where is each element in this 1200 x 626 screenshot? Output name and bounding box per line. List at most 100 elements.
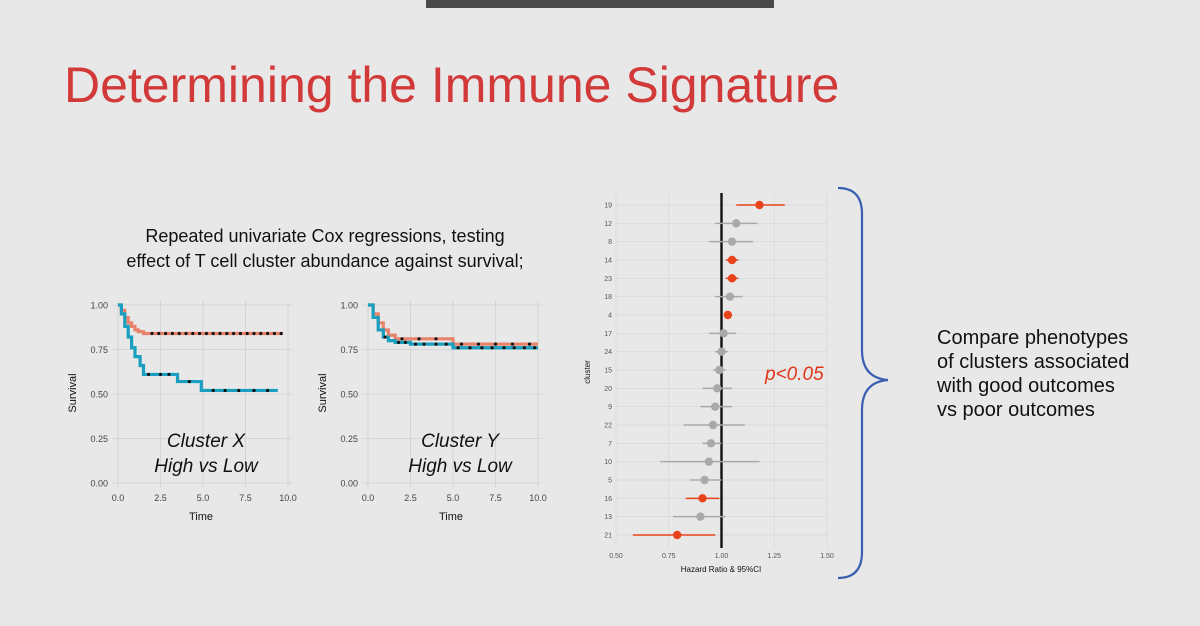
- censor-mark: [383, 335, 387, 339]
- x-tick-label: 1.25: [767, 553, 781, 560]
- y-tick-label: 9: [608, 404, 612, 411]
- hazard-ratio-point: [732, 219, 741, 228]
- censor-mark: [164, 331, 168, 336]
- y-tick-label: 23: [604, 276, 612, 283]
- hazard-ratio-point: [700, 475, 709, 485]
- censor-mark: [414, 342, 418, 346]
- hazard-ratio-point: [727, 274, 737, 283]
- censor-mark: [459, 342, 464, 346]
- y-axis-label: cluster: [583, 360, 592, 384]
- x-tick-label: 0.0: [362, 493, 375, 503]
- censor-mark: [468, 346, 472, 350]
- censor-mark: [502, 346, 506, 350]
- y-tick-label: 12: [604, 221, 612, 228]
- side-note-line: of clusters associated: [937, 351, 1130, 373]
- y-tick-label: 17: [604, 331, 612, 338]
- y-tick-label: 19: [604, 203, 612, 210]
- censor-mark: [252, 388, 256, 393]
- curly-bracket: [837, 186, 889, 580]
- y-tick-label: 13: [604, 514, 612, 521]
- censor-mark: [417, 337, 421, 341]
- x-tick-label: 1.50: [820, 553, 834, 560]
- subtitle-line: effect of T cell cluster abundance again…: [126, 251, 524, 271]
- censor-mark: [510, 342, 515, 346]
- hazard-ratio-point: [704, 457, 714, 466]
- survival-curve: [368, 303, 538, 350]
- subtitle: Repeated univariate Cox regressions, tes…: [70, 224, 580, 274]
- censor-mark: [245, 331, 249, 336]
- hazard-ratio-point: [706, 439, 716, 448]
- y-tick-label: 18: [604, 294, 612, 301]
- censor-mark: [252, 331, 256, 336]
- y-tick-label: 10: [604, 459, 612, 466]
- km-plot-cluster-y: 0.00 0.25 0.50 0.75 1.00 0.0 2.5 5.0 7.5 10.0 Cl…: [317, 301, 547, 524]
- side-note: Compare phenotypes of clusters associate…: [937, 326, 1187, 422]
- survival-curve: [118, 303, 278, 393]
- hazard-ratio-point: [696, 512, 705, 521]
- censor-mark: [456, 346, 460, 350]
- censor-mark: [147, 372, 151, 377]
- side-note-line: vs poor outcomes: [937, 399, 1095, 421]
- censor-mark: [279, 331, 283, 336]
- hazard-ratio-point: [672, 530, 682, 540]
- hazard-ratio-point: [698, 494, 707, 503]
- hazard-ratio-point: [708, 420, 718, 430]
- censor-mark: [522, 346, 526, 350]
- y-tick-label: 0.25: [90, 434, 108, 444]
- y-tick-label: 8: [608, 239, 612, 246]
- censor-mark: [218, 331, 222, 336]
- hazard-ratio-point: [719, 329, 728, 338]
- censor-mark: [184, 331, 188, 336]
- subtitle-line: Repeated univariate Cox regressions, tes…: [145, 226, 505, 246]
- censor-mark: [170, 331, 174, 336]
- y-tick-label: 21: [604, 533, 612, 540]
- hazard-ratio-point: [727, 255, 737, 265]
- y-tick-label: 1.00: [90, 301, 108, 311]
- hazard-ratio-point: [725, 292, 735, 301]
- y-tick-label: 1.00: [340, 301, 358, 311]
- y-tick-label: 5: [608, 478, 612, 485]
- y-tick-label: 0.50: [340, 390, 358, 400]
- survival-curve: [118, 303, 283, 336]
- censor-mark: [533, 346, 537, 350]
- forest-plot: 19 12 8 14 23 18 4 17 24 15 20 9 22 7 10 5 16 13 21 0.50 0.…: [583, 193, 834, 574]
- censor-mark: [512, 346, 516, 350]
- y-tick-label: 0.75: [340, 345, 358, 355]
- y-tick-label: 4: [608, 313, 612, 320]
- x-tick-label: 2.5: [154, 493, 167, 503]
- censor-mark: [403, 340, 407, 344]
- hazard-ratio-point: [715, 365, 724, 375]
- y-tick-label: 16: [604, 496, 612, 503]
- censor-mark: [490, 346, 494, 350]
- annotation-line: Cluster Y: [421, 431, 500, 452]
- hazard-ratio-point: [717, 347, 726, 356]
- censor-mark: [238, 331, 242, 336]
- x-tick-label: 5.0: [447, 493, 460, 503]
- censor-mark: [223, 388, 227, 393]
- censor-mark: [434, 337, 438, 341]
- hazard-ratio-point: [723, 310, 733, 320]
- annotation-line: High vs Low: [408, 456, 513, 477]
- y-axis-label: Survival: [317, 373, 329, 412]
- x-tick-label: 0.50: [609, 553, 623, 560]
- km-plot-cluster-x: 0.00 0.25 0.50 0.75 1.00 0.0 2.5 5.0 7.5 10.0 Cl…: [67, 301, 297, 524]
- censor-mark: [476, 342, 481, 346]
- censor-mark: [400, 337, 404, 341]
- hazard-ratio-point: [755, 200, 764, 210]
- annotation-line: High vs Low: [154, 456, 259, 477]
- censor-mark: [397, 340, 401, 344]
- y-tick-label: 0.00: [90, 479, 108, 489]
- censor-mark: [204, 331, 208, 336]
- y-tick-label: 0.50: [90, 390, 108, 400]
- y-tick-label: 7: [608, 441, 612, 448]
- censor-mark: [225, 331, 229, 336]
- censor-mark: [434, 342, 438, 346]
- x-tick-label: 7.5: [489, 493, 502, 503]
- censor-mark: [211, 331, 215, 336]
- hazard-ratio-point: [713, 384, 722, 393]
- y-tick-label: 14: [604, 258, 612, 265]
- censor-mark: [187, 379, 191, 384]
- y-axis-label: Survival: [67, 373, 79, 412]
- hazard-ratio-point: [710, 402, 720, 411]
- x-tick-label: 1.00: [715, 553, 729, 560]
